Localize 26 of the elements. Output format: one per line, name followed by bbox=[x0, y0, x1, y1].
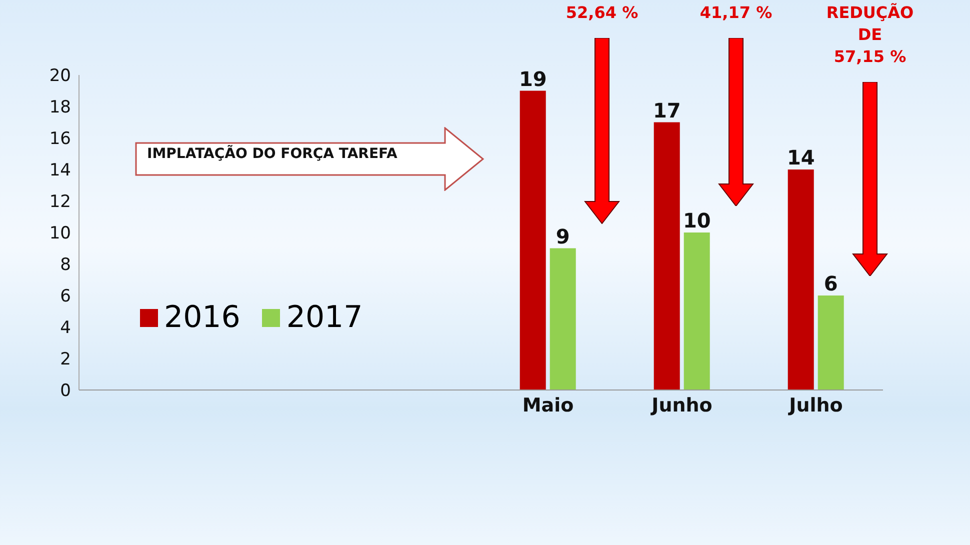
legend-label: 2017 bbox=[286, 300, 363, 335]
y-tick-label: 8 bbox=[60, 255, 71, 276]
text: REDUÇÃO DE 57,15 % bbox=[825, 2, 915, 68]
y-tick-label: 0 bbox=[60, 381, 71, 402]
x-tick-label: Maio bbox=[522, 394, 574, 416]
y-tick-label: 6 bbox=[60, 286, 71, 307]
legend-label: 2016 bbox=[164, 300, 240, 335]
text: 41,17 % bbox=[698, 2, 774, 24]
y-tick-label: 2 bbox=[60, 350, 71, 370]
y-tick-label: 18 bbox=[49, 98, 71, 118]
x-tick-label: Junho bbox=[650, 394, 712, 416]
y-tick-label: 10 bbox=[49, 224, 71, 244]
data-label: 19 bbox=[518, 66, 547, 91]
y-tick-label: 4 bbox=[60, 318, 71, 338]
data-label: 14 bbox=[786, 146, 815, 170]
data-label: 9 bbox=[556, 224, 570, 248]
data-label: 6 bbox=[824, 272, 838, 296]
x-tick-label: Julho bbox=[787, 394, 843, 416]
y-tick-label: 16 bbox=[49, 129, 71, 150]
y-tick-label: 20 bbox=[49, 66, 71, 86]
annotation: IMPLATAÇÃO DO FORÇA TAREFA bbox=[147, 146, 398, 162]
data-label: 17 bbox=[652, 98, 681, 122]
data-label: 10 bbox=[682, 208, 711, 232]
y-tick-label: 12 bbox=[49, 192, 71, 212]
text: 52,64 % bbox=[564, 2, 640, 24]
y-tick-label: 14 bbox=[49, 160, 71, 181]
